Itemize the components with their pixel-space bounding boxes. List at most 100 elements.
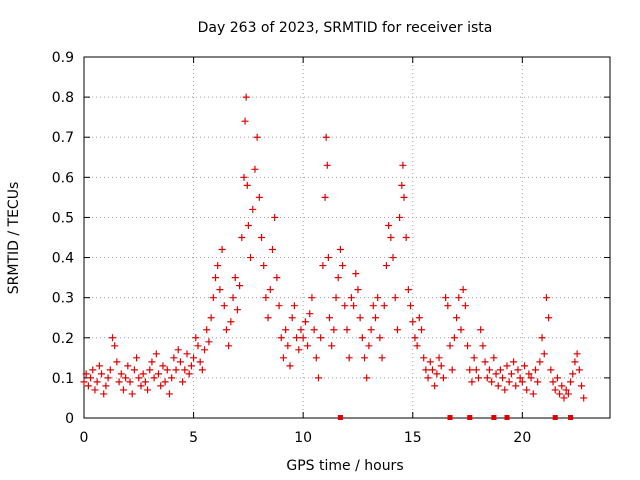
data-point xyxy=(564,390,572,398)
data-point xyxy=(150,374,158,382)
data-point xyxy=(453,314,461,322)
y-tick-label: 0.7 xyxy=(52,130,74,146)
data-point xyxy=(141,378,149,386)
data-point xyxy=(317,334,325,342)
data-point xyxy=(84,382,92,390)
zero-marker xyxy=(337,415,343,420)
data-point xyxy=(264,314,272,322)
data-point xyxy=(241,117,249,125)
data-point xyxy=(512,382,520,390)
data-point xyxy=(284,342,292,350)
data-point xyxy=(95,362,103,370)
data-point xyxy=(115,378,123,386)
data-point xyxy=(527,374,535,382)
data-point xyxy=(310,326,318,334)
data-point xyxy=(435,354,443,362)
y-tick-label: 0.8 xyxy=(52,90,74,106)
data-point xyxy=(448,366,456,374)
data-point xyxy=(185,370,193,378)
data-point xyxy=(253,133,261,141)
data-point xyxy=(98,370,106,378)
data-point xyxy=(569,370,577,378)
y-tick-label: 0.2 xyxy=(52,331,74,347)
data-point xyxy=(229,294,237,302)
data-point xyxy=(336,246,344,254)
data-point xyxy=(231,274,239,282)
data-point xyxy=(315,374,323,382)
data-point xyxy=(266,286,274,294)
data-point xyxy=(124,362,132,370)
data-point xyxy=(325,314,333,322)
data-point xyxy=(365,342,373,350)
data-point xyxy=(157,382,165,390)
data-point xyxy=(122,374,130,382)
data-point xyxy=(400,193,408,201)
data-point xyxy=(374,294,382,302)
data-point xyxy=(328,342,336,350)
data-point xyxy=(525,370,533,378)
data-point xyxy=(369,302,377,310)
data-point xyxy=(187,362,195,370)
data-point xyxy=(352,270,360,278)
zero-marker xyxy=(491,415,497,420)
data-point xyxy=(398,181,406,189)
data-point xyxy=(376,334,384,342)
data-point xyxy=(332,294,340,302)
data-point xyxy=(247,254,255,262)
data-point xyxy=(137,382,145,390)
zero-markers xyxy=(337,415,574,420)
data-point xyxy=(104,374,112,382)
data-point xyxy=(301,318,309,326)
data-point xyxy=(113,358,121,366)
data-point xyxy=(496,366,504,374)
data-point xyxy=(461,302,469,310)
data-point xyxy=(457,326,465,334)
y-axis-ticks: 0 0.1 0.2 0.3 0.4 0.5 0.6 0.7 0.8 0.9 xyxy=(52,50,610,427)
data-point xyxy=(358,334,366,342)
data-point xyxy=(181,366,189,374)
data-point xyxy=(371,314,379,322)
data-point xyxy=(273,274,281,282)
data-point xyxy=(551,386,559,394)
data-point xyxy=(255,193,263,201)
data-point xyxy=(100,390,108,398)
data-point xyxy=(144,386,152,394)
data-point xyxy=(106,366,114,374)
data-point xyxy=(194,342,202,350)
data-point xyxy=(514,366,522,374)
data-point xyxy=(389,254,397,262)
y-tick-label: 0.9 xyxy=(52,50,74,66)
x-tick-label: 5 xyxy=(189,430,198,446)
data-point xyxy=(385,221,393,229)
data-point xyxy=(212,274,219,282)
data-point xyxy=(218,246,226,254)
data-point xyxy=(567,378,575,386)
data-point xyxy=(420,354,428,362)
data-point xyxy=(393,326,401,334)
data-point xyxy=(163,366,171,374)
data-point xyxy=(402,234,410,241)
data-point xyxy=(580,394,588,402)
data-point xyxy=(428,366,436,374)
data-point xyxy=(258,234,266,241)
data-point xyxy=(174,346,182,354)
data-point xyxy=(350,302,358,310)
data-point xyxy=(275,302,283,310)
data-point xyxy=(361,354,369,362)
data-point xyxy=(139,370,147,378)
data-point xyxy=(481,358,489,366)
x-axis-label: GPS time / hours xyxy=(286,458,403,474)
data-point xyxy=(446,342,454,350)
data-point xyxy=(286,362,294,370)
data-point xyxy=(282,326,290,334)
data-point xyxy=(422,366,430,374)
data-point xyxy=(128,390,136,398)
data-point xyxy=(251,165,259,173)
y-tick-label: 0 xyxy=(65,411,74,427)
data-point xyxy=(216,286,224,294)
data-point xyxy=(170,354,178,362)
data-point xyxy=(183,350,191,358)
data-point xyxy=(492,370,500,378)
zero-marker xyxy=(447,415,453,420)
data-point xyxy=(249,205,257,213)
